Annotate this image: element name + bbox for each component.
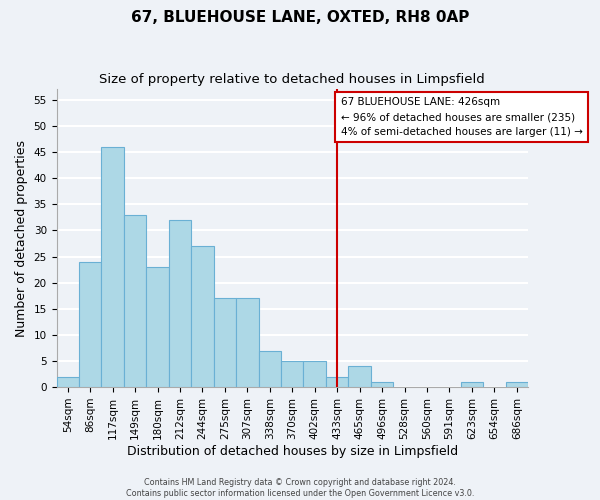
Bar [371, 382, 394, 387]
Bar [169, 220, 191, 387]
Bar [326, 376, 349, 387]
Bar [259, 350, 281, 387]
Bar [214, 298, 236, 387]
Bar [124, 215, 146, 387]
Text: 67 BLUEHOUSE LANE: 426sqm
← 96% of detached houses are smaller (235)
4% of semi-: 67 BLUEHOUSE LANE: 426sqm ← 96% of detac… [341, 98, 583, 137]
X-axis label: Distribution of detached houses by size in Limpsfield: Distribution of detached houses by size … [127, 444, 458, 458]
Bar [56, 376, 79, 387]
Bar [304, 361, 326, 387]
Y-axis label: Number of detached properties: Number of detached properties [15, 140, 28, 337]
Bar [349, 366, 371, 387]
Text: 67, BLUEHOUSE LANE, OXTED, RH8 0AP: 67, BLUEHOUSE LANE, OXTED, RH8 0AP [131, 10, 469, 25]
Bar [236, 298, 259, 387]
Bar [506, 382, 528, 387]
Title: Size of property relative to detached houses in Limpsfield: Size of property relative to detached ho… [100, 72, 485, 86]
Bar [79, 262, 101, 387]
Bar [146, 267, 169, 387]
Text: Contains HM Land Registry data © Crown copyright and database right 2024.
Contai: Contains HM Land Registry data © Crown c… [126, 478, 474, 498]
Bar [191, 246, 214, 387]
Bar [281, 361, 304, 387]
Bar [101, 147, 124, 387]
Bar [461, 382, 483, 387]
